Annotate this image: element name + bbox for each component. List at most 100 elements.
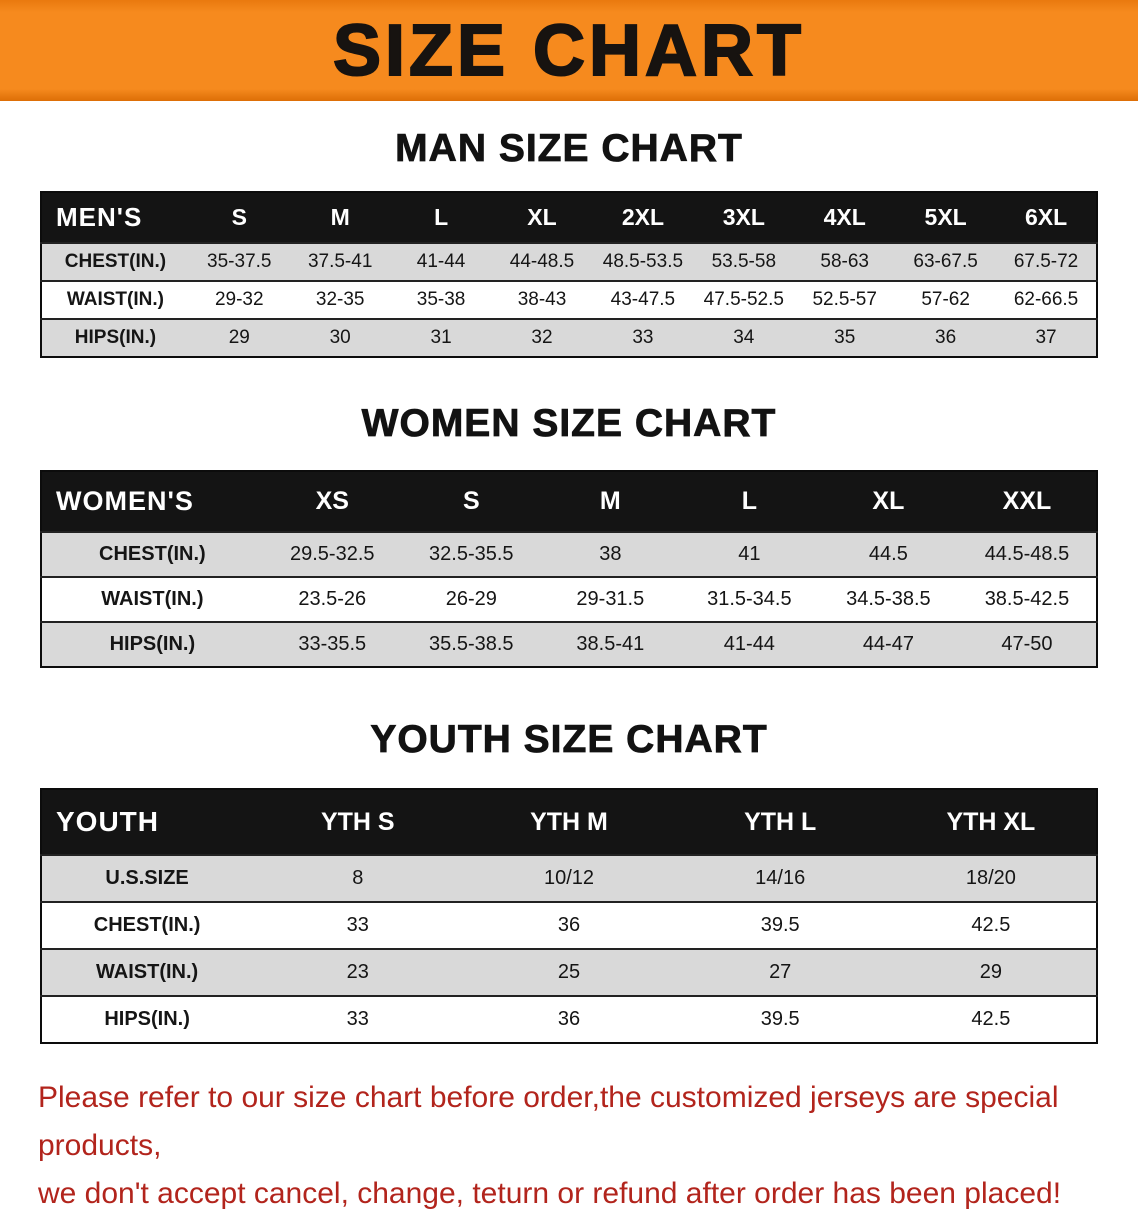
size-column-header: YTH M <box>463 789 675 855</box>
size-value-cell: 36 <box>935 327 957 348</box>
size-value-cell: 32.5-35.5 <box>429 543 514 565</box>
table-corner-label: MEN'S <box>41 192 189 243</box>
size-value-cell: 26-29 <box>445 588 497 610</box>
measurement-row: CHEST(IN.) 29.5-32.5 32.5-35.5 38 41 44.5 44.5… <box>41 532 1097 577</box>
size-value-cell: 44.5-48.5 <box>984 543 1070 565</box>
measurement-row: WAIST(IN.) 29-32 32-35 35-38 38-43 43-47.5 47.… <box>41 281 1097 319</box>
size-value-cell: 41 <box>738 543 761 565</box>
title-banner: SIZE CHART <box>0 0 1138 101</box>
size-value-cell: 29 <box>228 327 250 348</box>
size-column-header: XS <box>262 471 402 532</box>
disclaimer-note: Please refer to our size chart before or… <box>38 1074 1100 1218</box>
size-value-cell: 57-62 <box>921 289 970 310</box>
size-value-cell: 30 <box>329 327 351 348</box>
size-value-cell: 43-47.5 <box>610 289 676 310</box>
size-value-cell: 34 <box>733 327 755 348</box>
header-row: WOMEN'S XS S M L XL XXL <box>41 471 1097 532</box>
table-corner-label: WOMEN'S <box>41 471 263 532</box>
size-value-cell: 52.5-57 <box>812 289 877 310</box>
table-body: U.S.SIZE 8 10/12 14/16 18/20 CHEST(IN.) 33 36 39… <box>41 855 1097 1043</box>
size-column-header: 5XL <box>895 192 997 243</box>
size-value-cell: 62-66.5 <box>1013 289 1079 310</box>
size-value-cell: 36 <box>557 914 581 936</box>
row-label: CHEST(IN.) <box>64 251 167 272</box>
header-row: MEN'S S M L XL 2XL 3XL 4XL 5XL 6XL <box>41 192 1097 243</box>
size-column-header: M <box>289 192 391 243</box>
size-value-cell: 33 <box>346 1008 369 1030</box>
size-value-cell: 29-31.5 <box>576 588 645 610</box>
youth-size-section: YOUTH SIZE CHART YOUTH YTH S YTH M YTH L YTH… <box>0 718 1138 1044</box>
men-section-heading: MAN SIZE CHART <box>395 127 743 171</box>
size-value-cell: 14/16 <box>755 867 806 889</box>
size-column-header: XXL <box>957 471 1097 532</box>
table-body: CHEST(IN.) 35-37.5 37.5-41 41-44 44-48.5 48.5… <box>41 243 1097 357</box>
women-section-heading: WOMEN SIZE CHART <box>361 402 777 446</box>
size-value-cell: 37 <box>1035 327 1057 348</box>
size-value-cell: 35 <box>834 327 856 348</box>
table-head: YOUTH YTH S YTH M YTH L YTH XL <box>41 789 1097 855</box>
disclaimer-line-1: Please refer to our size chart before or… <box>38 1081 1059 1162</box>
women-size-section: WOMEN SIZE CHART WOMEN'S XS S M L XL XXL CHEST(… <box>0 402 1138 668</box>
size-value-cell: 39.5 <box>760 914 800 936</box>
size-column-header: L <box>390 192 492 243</box>
measurement-row: HIPS(IN.) 29 30 31 32 33 34 35 36 37 <box>41 319 1097 357</box>
size-value-cell: 25 <box>557 961 581 983</box>
size-value-cell: 63-67.5 <box>913 251 978 272</box>
table-body: CHEST(IN.) 29.5-32.5 32.5-35.5 38 41 44.5 44.5… <box>41 532 1097 667</box>
size-column-header: M <box>540 471 680 532</box>
size-value-cell: 35-38 <box>416 289 466 310</box>
men-size-section: MAN SIZE CHART MEN'S S M L XL 2XL 3XL 4XL 5XL 6XL… <box>0 127 1138 358</box>
table-head: WOMEN'S XS S M L XL XXL <box>41 471 1097 532</box>
size-value-cell: 42.5 <box>971 1008 1011 1030</box>
row-label: U.S.SIZE <box>105 867 189 889</box>
table-head: MEN'S S M L XL 2XL 3XL 4XL 5XL 6XL <box>41 192 1097 243</box>
size-value-cell: 38-43 <box>517 289 567 310</box>
size-value-cell: 47.5-52.5 <box>703 289 784 310</box>
measurement-row: U.S.SIZE 8 10/12 14/16 18/20 <box>41 855 1097 902</box>
size-column-header: 4XL <box>794 192 896 243</box>
row-label: HIPS(IN.) <box>104 1008 190 1030</box>
size-value-cell: 35.5-38.5 <box>429 633 514 655</box>
size-value-cell: 33-35.5 <box>298 633 367 655</box>
youth-section-heading: YOUTH SIZE CHART <box>370 718 768 762</box>
size-value-cell: 18/20 <box>965 867 1016 889</box>
size-value-cell: 29 <box>979 961 1003 983</box>
measurement-row: WAIST(IN.) 23.5-26 26-29 29-31.5 31.5-34.5 34… <box>41 577 1097 622</box>
row-label: WAIST(IN.) <box>101 588 204 610</box>
size-column-header: YTH L <box>674 789 886 855</box>
page-title: SIZE CHART <box>332 10 805 91</box>
size-value-cell: 44.5 <box>868 543 908 565</box>
men-size-table: MEN'S S M L XL 2XL 3XL 4XL 5XL 6XL CHEST(IN.) 35-37… <box>40 191 1098 358</box>
size-value-cell: 23.5-26 <box>298 588 367 610</box>
size-value-cell: 48.5-53.5 <box>602 251 684 272</box>
size-value-cell: 37.5-41 <box>307 251 373 272</box>
size-value-cell: 27 <box>769 961 792 983</box>
measurement-row: HIPS(IN.) 33-35.5 35.5-38.5 38.5-41 41-44 44-… <box>41 622 1097 667</box>
women-size-table: WOMEN'S XS S M L XL XXL CHEST(IN.) 29.5-32.5 32.5… <box>40 470 1098 668</box>
table-corner-label: YOUTH <box>41 789 253 855</box>
size-value-cell: 23 <box>346 961 369 983</box>
size-column-header: 2XL <box>592 192 694 243</box>
size-value-cell: 41-44 <box>723 633 775 655</box>
size-value-cell: 38 <box>599 543 622 565</box>
size-column-header: S <box>401 471 541 532</box>
measurement-row: CHEST(IN.) 35-37.5 37.5-41 41-44 44-48.5 48.5… <box>41 243 1097 281</box>
size-column-header: S <box>188 192 290 243</box>
size-column-header: YTH XL <box>885 789 1097 855</box>
size-value-cell: 33 <box>632 327 654 348</box>
size-value-cell: 32 <box>531 327 553 348</box>
size-value-cell: 39.5 <box>760 1008 800 1030</box>
row-label: WAIST(IN.) <box>66 289 164 310</box>
row-label: WAIST(IN.) <box>95 961 199 983</box>
size-value-cell: 53.5-58 <box>711 251 777 272</box>
size-column-header: L <box>679 471 819 532</box>
size-column-header: YTH S <box>252 789 464 855</box>
size-value-cell: 36 <box>557 1008 581 1030</box>
size-value-cell: 31.5-34.5 <box>707 588 792 610</box>
size-value-cell: 8 <box>352 867 364 889</box>
size-value-cell: 34.5-38.5 <box>846 588 931 610</box>
size-column-header: 3XL <box>693 192 795 243</box>
size-value-cell: 35-37.5 <box>207 251 272 272</box>
size-value-cell: 29.5-32.5 <box>290 543 375 565</box>
